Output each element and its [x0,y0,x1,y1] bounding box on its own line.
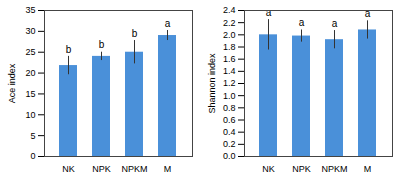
svg-text:a: a [165,18,171,29]
svg-text:0.4: 0.4 [223,127,236,137]
svg-text:0.0: 0.0 [223,151,236,161]
svg-text:Shannon index: Shannon index [207,53,217,114]
svg-text:b: b [132,28,138,39]
svg-text:1.4: 1.4 [223,66,236,76]
svg-text:a: a [332,18,338,29]
svg-text:M: M [364,164,372,174]
svg-text:NPK: NPK [92,164,111,174]
svg-text:0.8: 0.8 [223,103,236,113]
svg-text:NPKM: NPKM [321,164,347,174]
svg-text:5: 5 [30,131,35,141]
svg-text:Ace index: Ace index [7,63,17,103]
svg-text:1.8: 1.8 [223,42,236,52]
svg-text:NPK: NPK [292,164,311,174]
svg-text:M: M [164,164,172,174]
svg-text:0.2: 0.2 [223,139,236,149]
svg-text:NK: NK [62,164,75,174]
svg-text:a: a [266,7,272,18]
svg-text:20: 20 [25,68,35,78]
svg-text:15: 15 [25,89,35,99]
svg-text:35: 35 [25,5,35,15]
svg-text:2.4: 2.4 [223,5,236,15]
svg-text:25: 25 [25,47,35,57]
svg-text:b: b [99,39,105,50]
svg-text:1.6: 1.6 [223,54,236,64]
svg-text:1.0: 1.0 [223,91,236,101]
svg-text:a: a [365,8,371,19]
svg-text:NK: NK [262,164,275,174]
svg-text:0.6: 0.6 [223,115,236,125]
svg-text:0: 0 [30,151,35,161]
svg-text:2.0: 2.0 [223,30,236,40]
svg-text:b: b [66,44,72,55]
svg-text:10: 10 [25,110,35,120]
svg-text:30: 30 [25,26,35,36]
svg-text:NPKM: NPKM [121,164,147,174]
svg-text:a: a [299,17,305,28]
svg-text:1.2: 1.2 [223,78,236,88]
svg-text:2.2: 2.2 [223,18,236,28]
